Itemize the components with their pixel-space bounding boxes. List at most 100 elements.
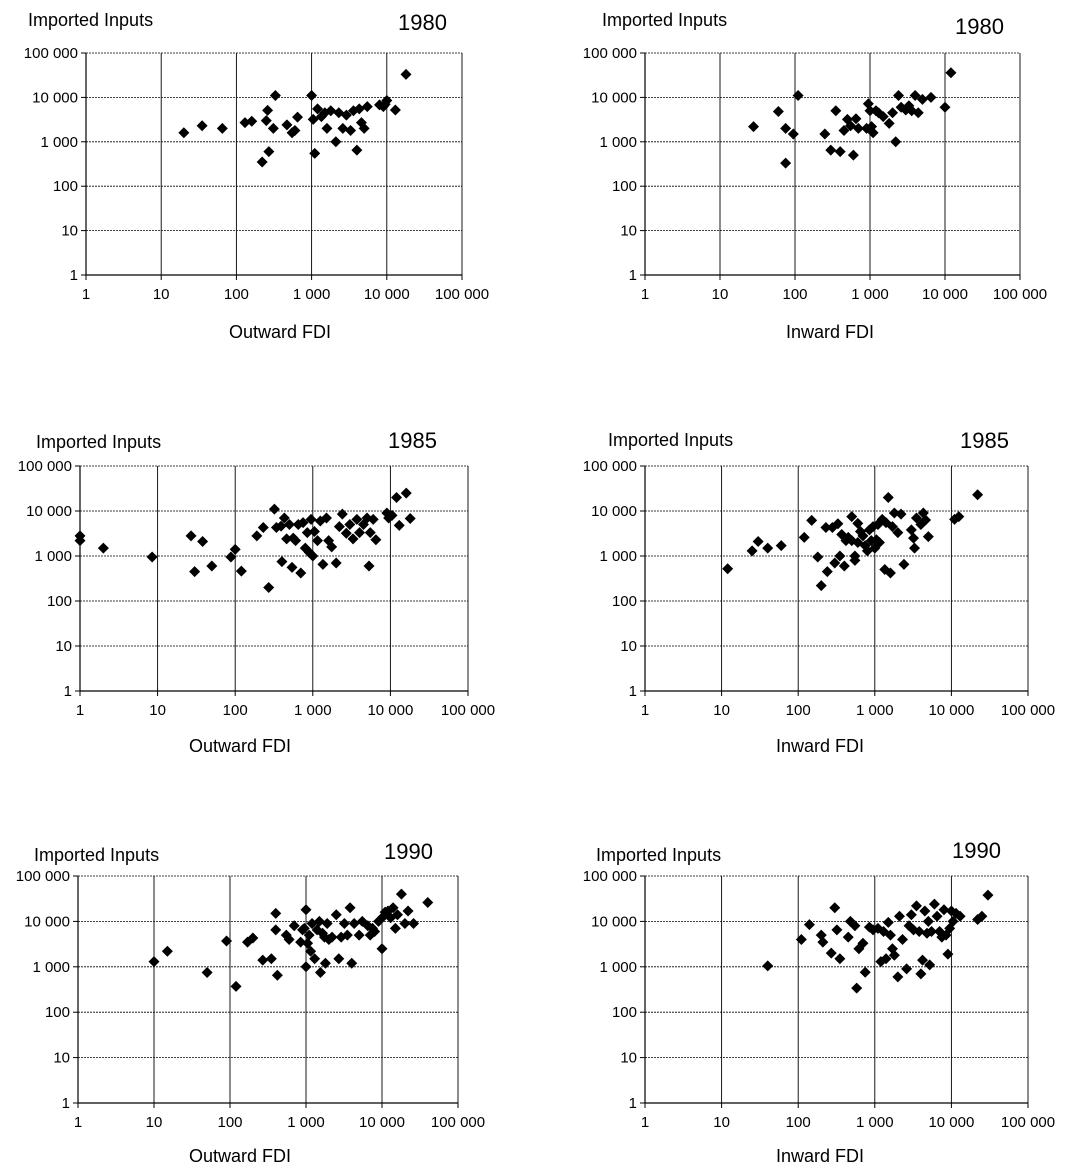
data-point (897, 933, 909, 945)
y-tick-label: 1 (629, 267, 637, 284)
data-point (270, 907, 282, 919)
data-point (229, 543, 241, 555)
data-point (333, 521, 345, 533)
x-tick-label: 100 (782, 286, 807, 303)
data-point (307, 113, 319, 125)
data-point (206, 560, 218, 572)
data-point (74, 535, 86, 547)
data-point (953, 511, 965, 523)
data-point (942, 948, 954, 960)
data-point (307, 550, 319, 562)
data-point (298, 922, 310, 934)
data-point (402, 905, 414, 917)
x-tick-label: 10 000 (928, 1114, 974, 1131)
data-point (185, 530, 197, 542)
data-point (391, 491, 403, 503)
data-point (317, 558, 329, 570)
chart-year: 1990 (384, 839, 433, 864)
data-point (806, 514, 818, 526)
data-point (353, 103, 365, 115)
x-tick-label: 1 000 (851, 286, 889, 303)
x-tick-label: 1 000 (293, 286, 331, 303)
data-point (389, 104, 401, 116)
x-axis-label: Outward FDI (188, 736, 292, 756)
data-point (301, 527, 313, 539)
data-point (846, 511, 858, 523)
data-point (269, 90, 281, 102)
x-tick-label: 10 (149, 702, 166, 719)
y-tick-label: 10 (53, 1050, 70, 1067)
data-point (148, 956, 160, 968)
x-tick-label: 100 (217, 1114, 242, 1131)
chart-year: 1985 (388, 428, 437, 453)
data-point (838, 124, 850, 136)
data-point (312, 535, 324, 547)
y-tick-label: 1 (62, 1095, 70, 1112)
x-tick-label: 1 000 (287, 1114, 325, 1131)
data-point (340, 109, 352, 121)
data-point (330, 909, 342, 921)
data-point (278, 512, 290, 524)
data-point (815, 580, 827, 592)
data-point (276, 556, 288, 568)
data-point (867, 127, 879, 139)
data-point (270, 924, 282, 936)
data-point (845, 120, 857, 132)
data-point (268, 503, 280, 515)
data-point (389, 922, 401, 934)
data-point (363, 560, 375, 572)
data-point (884, 567, 896, 579)
y-tick-label: 100 000 (18, 458, 72, 475)
data-point (873, 536, 885, 548)
data-point (341, 929, 353, 941)
data-point (336, 508, 348, 520)
data-point (305, 945, 317, 957)
x-tick-label: 100 000 (1001, 702, 1055, 719)
data-point (895, 508, 907, 520)
x-axis-label: Inward FDI (775, 1146, 865, 1166)
data-point (351, 513, 363, 525)
y-tick-label: 1 (64, 683, 72, 700)
data-point (746, 545, 758, 557)
x-tick-label: 10 (146, 1114, 163, 1131)
y-axis-label: Imported Inputs (608, 430, 734, 450)
data-point (849, 554, 861, 566)
x-tick-label: 1 (74, 1114, 82, 1131)
data-point (821, 566, 833, 578)
x-tick-label: 10 (713, 1114, 730, 1131)
data-point (297, 517, 309, 529)
data-point (905, 524, 917, 536)
data-point (919, 905, 931, 917)
data-point (912, 107, 924, 119)
data-point (798, 531, 810, 543)
data-point (246, 115, 258, 127)
y-tick-label: 1 000 (599, 548, 637, 565)
data-point (976, 910, 988, 922)
y-tick-label: 10 (620, 1050, 637, 1067)
y-tick-label: 100 000 (24, 45, 78, 62)
data-point (825, 144, 837, 156)
data-point (295, 567, 307, 579)
data-point (225, 551, 237, 563)
data-point (772, 106, 784, 118)
data-point (926, 925, 938, 937)
data-point (326, 541, 338, 553)
data-point (399, 917, 411, 929)
x-tick-label: 10 000 (367, 702, 413, 719)
data-point (381, 95, 393, 107)
data-point (344, 519, 356, 531)
data-point (271, 969, 283, 981)
data-point (313, 915, 325, 927)
data-point (752, 536, 764, 548)
data-point (915, 968, 927, 980)
data-point (295, 936, 307, 948)
x-tick-label: 100 000 (431, 1114, 485, 1131)
y-tick-label: 10 000 (591, 503, 637, 520)
data-point (308, 526, 320, 538)
data-point (178, 127, 190, 139)
data-point (834, 146, 846, 158)
data-point (832, 518, 844, 530)
data-point (337, 122, 349, 134)
data-point (338, 917, 350, 929)
data-point (982, 889, 994, 901)
